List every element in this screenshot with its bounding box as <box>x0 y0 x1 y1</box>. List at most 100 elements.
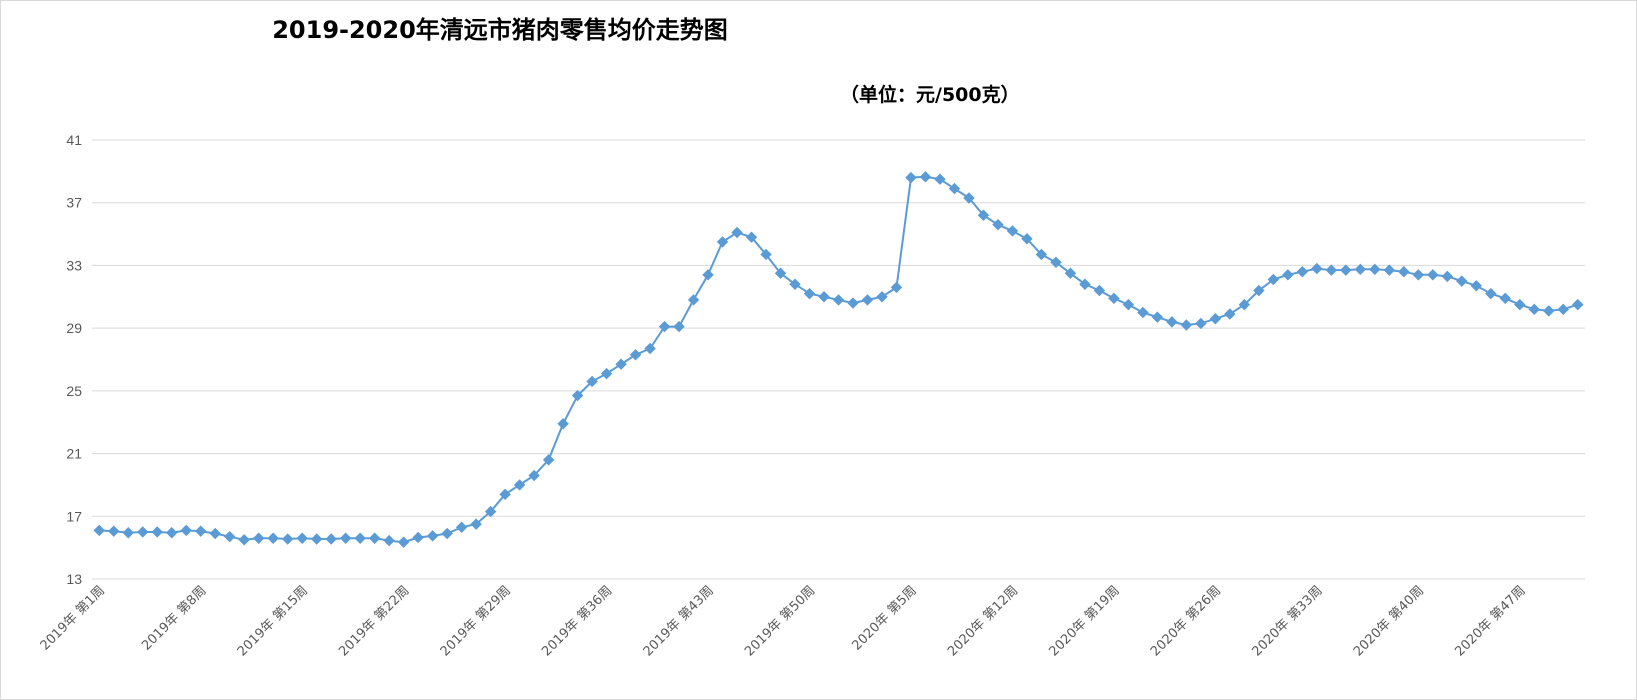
data-point-marker <box>890 281 903 294</box>
y-tick-label: 29 <box>66 320 82 336</box>
data-point-marker <box>1035 248 1048 261</box>
data-point-marker <box>1006 225 1019 237</box>
data-point-marker <box>586 375 598 388</box>
data-point-marker <box>687 294 700 306</box>
data-point-marker <box>325 533 337 545</box>
data-point-marker <box>1209 313 1222 325</box>
x-tick-label: 2020年 第26周 <box>1148 583 1224 659</box>
data-point-marker <box>948 182 961 195</box>
series-group <box>93 171 1584 548</box>
data-point-marker <box>803 287 816 300</box>
data-point-marker <box>1543 305 1555 317</box>
data-point-marker <box>905 171 917 184</box>
data-point-marker <box>1325 264 1338 276</box>
data-point-marker <box>137 526 149 538</box>
data-point-marker <box>296 532 308 544</box>
data-point-marker <box>847 297 859 309</box>
data-point-marker <box>1557 303 1569 316</box>
data-point-marker <box>571 389 584 402</box>
data-point-marker <box>1021 233 1033 245</box>
data-point-marker <box>513 479 526 491</box>
x-tick-label: 2020年 第47周 <box>1452 583 1528 659</box>
data-point-marker <box>1383 264 1396 276</box>
unit-label: （单位：元/500克） <box>840 84 1020 106</box>
data-point-marker <box>1354 263 1367 276</box>
data-point-marker <box>789 278 801 290</box>
x-tick-label: 2019年 第8周 <box>139 583 209 653</box>
data-point-marker <box>1572 298 1584 311</box>
data-point-marker <box>1499 292 1511 305</box>
data-point-marker <box>658 320 671 333</box>
data-point-marker <box>1311 262 1323 275</box>
data-point-marker <box>108 525 120 537</box>
data-point-marker <box>1195 317 1207 330</box>
data-point-marker <box>397 536 410 548</box>
data-point-marker <box>600 367 613 380</box>
x-tick-label: 2019年 第29周 <box>438 583 514 659</box>
data-point-marker <box>1470 280 1482 292</box>
x-axis: 2019年 第1周 2019年 第8周 2019年 第15周 2019年 第22周 20… <box>38 578 1585 659</box>
data-point-marker <box>745 231 758 243</box>
data-point-marker <box>818 291 830 303</box>
data-point-marker <box>1398 265 1410 278</box>
data-point-marker <box>629 349 642 361</box>
data-point-marker <box>1369 263 1381 276</box>
data-point-marker <box>151 526 163 538</box>
data-point-marker <box>774 267 787 279</box>
y-tick-label: 21 <box>66 446 82 462</box>
data-point-marker <box>426 530 439 542</box>
data-point-marker <box>412 531 424 544</box>
data-point-marker <box>223 530 236 543</box>
data-point-marker <box>368 532 381 544</box>
data-point-marker <box>934 173 946 185</box>
data-point-marker <box>1340 264 1352 276</box>
data-point-marker <box>1050 256 1062 268</box>
data-point-marker <box>1253 284 1265 297</box>
data-point-marker <box>1456 275 1468 287</box>
data-point-marker <box>252 532 265 544</box>
data-point-marker <box>1485 287 1497 300</box>
data-point-marker <box>1064 267 1077 279</box>
data-point-marker <box>209 527 221 540</box>
data-point-marker <box>195 525 207 537</box>
data-point-marker <box>499 488 511 501</box>
data-point-marker <box>383 534 395 547</box>
x-tick-label: 2019年 第36周 <box>539 583 615 659</box>
data-point-marker <box>1412 269 1425 281</box>
data-point-marker <box>615 358 627 370</box>
gridlines <box>92 139 1585 580</box>
data-point-marker <box>1282 269 1294 281</box>
data-point-marker <box>1528 303 1540 316</box>
data-point-marker <box>180 524 192 537</box>
data-point-marker <box>1441 270 1454 283</box>
y-tick-label: 33 <box>66 257 82 273</box>
data-point-marker <box>1079 278 1091 290</box>
data-point-marker <box>1122 298 1135 311</box>
x-tick-label: 2019年 第43周 <box>641 583 717 659</box>
x-tick-label: 2020年 第40周 <box>1351 583 1427 659</box>
data-point-marker <box>542 454 555 466</box>
data-point-marker <box>1151 311 1164 323</box>
data-point-marker <box>644 342 656 355</box>
data-point-marker <box>455 521 468 533</box>
data-point-marker <box>267 532 279 544</box>
data-point-marker <box>281 533 294 545</box>
data-point-marker <box>470 518 482 530</box>
data-point-marker <box>760 248 772 261</box>
x-tick-label: 2020年 第5周 <box>849 583 919 653</box>
data-point-marker <box>1166 316 1178 328</box>
data-point-marker <box>963 192 975 204</box>
y-tick-label: 41 <box>66 132 82 148</box>
data-point-marker <box>1267 273 1280 286</box>
data-point-marker <box>673 320 685 333</box>
data-point-marker <box>354 532 366 544</box>
data-point-marker <box>716 236 729 248</box>
data-point-marker <box>484 505 497 518</box>
x-tick-label: 2019年 第22周 <box>336 583 412 659</box>
x-tick-label: 2020年 第12周 <box>945 583 1021 659</box>
data-point-marker <box>731 226 743 239</box>
y-tick-label: 17 <box>66 508 82 524</box>
data-point-marker <box>977 209 990 221</box>
data-point-marker <box>1427 269 1439 281</box>
data-point-marker <box>441 527 453 540</box>
